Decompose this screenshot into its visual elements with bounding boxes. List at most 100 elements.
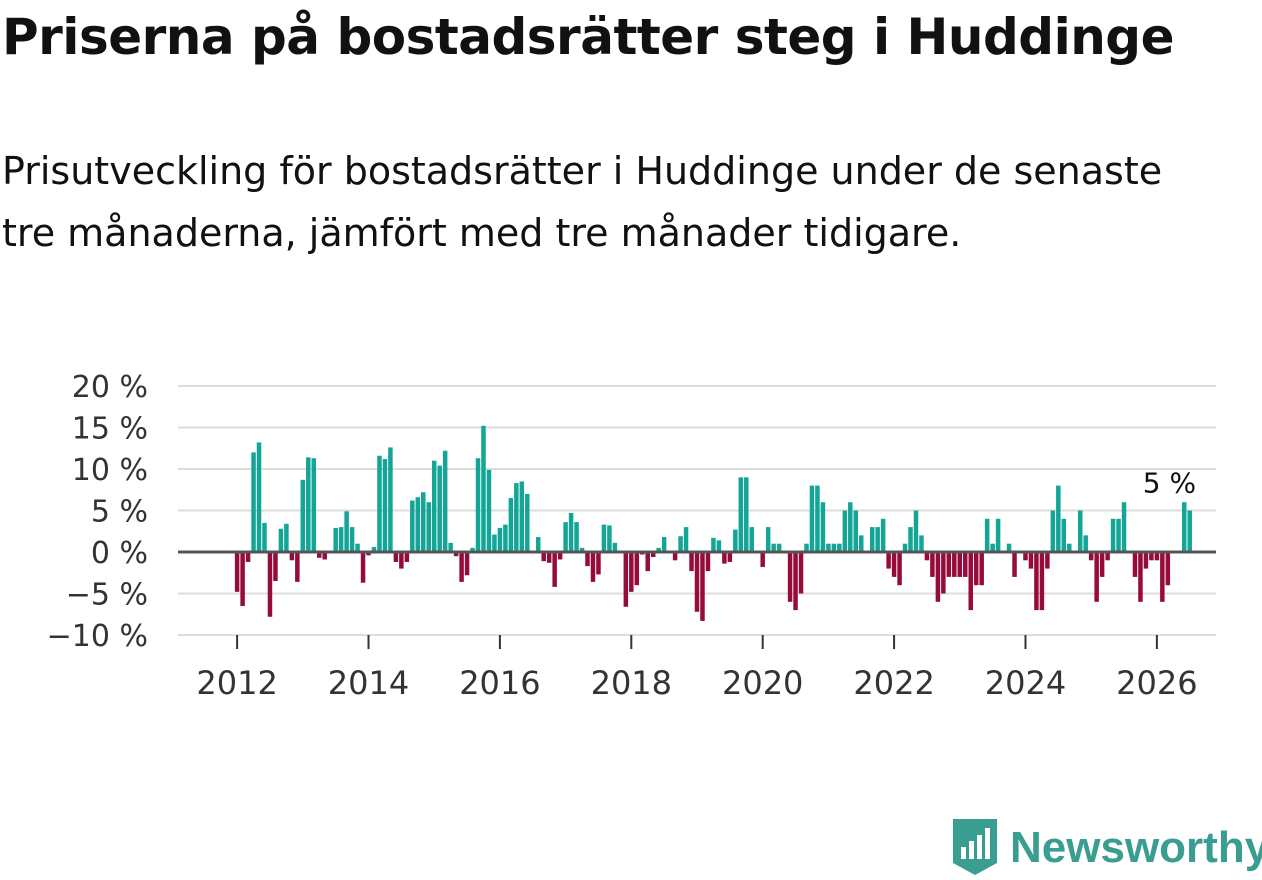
bar [273, 552, 277, 581]
bar [525, 494, 529, 552]
bar [881, 519, 885, 552]
bar [1116, 519, 1120, 552]
bar [333, 528, 337, 552]
bar [744, 477, 748, 552]
bar [733, 530, 737, 552]
bar [717, 540, 721, 552]
newsworthy-logo-icon [950, 817, 1000, 879]
bar [344, 511, 348, 552]
bar [629, 552, 633, 592]
bar [968, 552, 972, 610]
bar [552, 552, 556, 587]
bar [635, 552, 639, 585]
bar [1133, 552, 1137, 577]
bar [443, 451, 447, 552]
bar [607, 525, 611, 552]
bar [437, 466, 441, 552]
bar [766, 527, 770, 552]
bar [870, 527, 874, 552]
bar [875, 527, 879, 552]
bar [1182, 502, 1186, 552]
bar [1045, 552, 1049, 569]
bar [1051, 511, 1055, 553]
bar [487, 470, 491, 552]
bar [799, 552, 803, 594]
x-tick-label: 2012 [196, 664, 277, 702]
x-tick-label: 2020 [722, 664, 803, 702]
bar [936, 552, 940, 602]
bar [295, 552, 299, 582]
bar [974, 552, 978, 585]
bar [684, 527, 688, 552]
bar [339, 527, 343, 552]
bar [1056, 486, 1060, 552]
bar [1144, 552, 1148, 569]
bar [262, 523, 266, 552]
bar [284, 524, 288, 552]
y-tick-label: 20 % [72, 370, 148, 405]
bar [750, 527, 754, 552]
bar [854, 511, 858, 553]
x-tick-label: 2022 [853, 664, 934, 702]
bar [416, 497, 420, 552]
bar [481, 426, 485, 552]
bar [268, 552, 272, 617]
bar [848, 502, 852, 552]
bar [459, 552, 463, 582]
bar [958, 552, 962, 577]
y-tick-label: −10 % [47, 619, 148, 654]
bar [979, 552, 983, 585]
x-tick-label: 2016 [459, 664, 540, 702]
bar [465, 552, 469, 575]
bar [1078, 511, 1082, 553]
bar [574, 522, 578, 552]
bar [426, 502, 430, 552]
bar [1062, 519, 1066, 552]
bar [624, 552, 628, 607]
brand: Newsworthy [950, 816, 1262, 880]
bar [859, 535, 863, 552]
bar [941, 552, 945, 594]
x-tick-label: 2014 [328, 664, 409, 702]
bar [312, 458, 316, 552]
bar [1100, 552, 1104, 577]
bar [930, 552, 934, 577]
bar [591, 552, 595, 582]
x-tick-label: 2026 [1116, 664, 1197, 702]
y-axis: 20 %15 %10 %5 %0 %−5 %−10 % [47, 370, 148, 654]
bar [301, 480, 305, 552]
bar [908, 527, 912, 552]
bar [788, 552, 792, 602]
bar [985, 519, 989, 552]
bar [547, 552, 551, 563]
brand-name: Newsworthy [1010, 823, 1262, 873]
bar [914, 511, 918, 553]
bar [498, 528, 502, 552]
bar [1138, 552, 1142, 602]
bar [645, 552, 649, 571]
bar [760, 552, 764, 567]
bar [1187, 511, 1191, 553]
bar [843, 511, 847, 553]
bar [1111, 519, 1115, 552]
bar [662, 537, 666, 552]
bar [947, 552, 951, 577]
bar [1012, 552, 1016, 577]
bar [350, 527, 354, 552]
x-tick-label: 2024 [985, 664, 1066, 702]
bar [711, 538, 715, 552]
bar [377, 456, 381, 552]
bar [1166, 552, 1170, 585]
bar [689, 552, 693, 571]
latest-value-label: 5 % [1143, 467, 1196, 500]
bar [520, 481, 524, 552]
bar [514, 483, 518, 552]
bar [706, 552, 710, 571]
y-tick-label: −5 % [66, 578, 148, 613]
bar [793, 552, 797, 610]
bar [1040, 552, 1044, 610]
bar [810, 486, 814, 552]
bar [952, 552, 956, 577]
bar [235, 552, 239, 592]
bar [410, 501, 414, 552]
